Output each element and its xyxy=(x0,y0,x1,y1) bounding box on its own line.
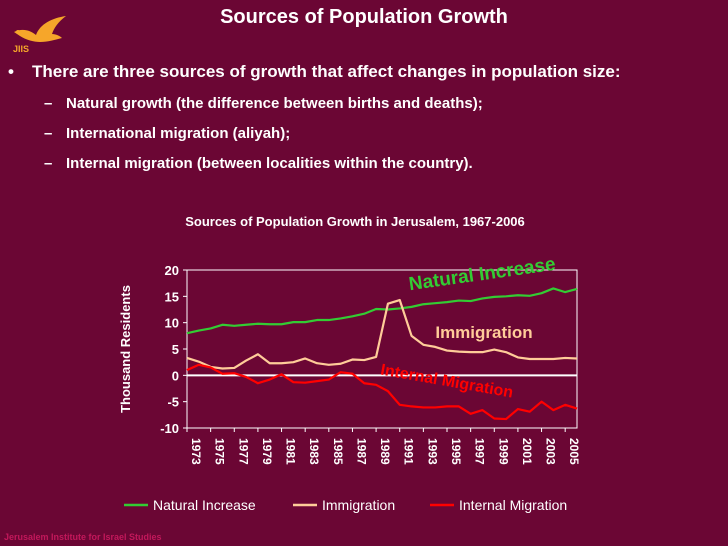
x-tick-label: 1977 xyxy=(236,438,250,465)
legend-label: Internal Migration xyxy=(459,497,567,513)
series-line-natural-increase xyxy=(186,287,578,335)
x-tick-label: 1993 xyxy=(425,438,439,465)
dash-icon: – xyxy=(44,95,53,112)
legend-label: Natural Increase xyxy=(153,497,256,513)
y-tick-label: 5 xyxy=(172,342,179,357)
y-tick-label: 10 xyxy=(165,316,179,331)
y-tick-label: 15 xyxy=(165,289,179,304)
sub-bullet-1: – Natural growth (the difference between… xyxy=(8,94,713,114)
x-tick-label: 1983 xyxy=(307,438,321,465)
main-bullet: • There are three sources of growth that… xyxy=(8,60,713,84)
y-tick-label: 20 xyxy=(165,263,179,278)
legend-label: Immigration xyxy=(322,497,395,513)
chart-title: Sources of Population Growth in Jerusale… xyxy=(185,214,525,229)
x-tick-label: 1999 xyxy=(496,438,510,465)
sub-bullet-text-2: International migration (aliyah); xyxy=(66,125,291,142)
dash-icon: – xyxy=(44,125,53,142)
annotation-internal-migration: Internal Migration xyxy=(379,362,514,402)
logo-text: JIIS xyxy=(13,44,30,54)
x-tick-label: 2001 xyxy=(520,438,534,465)
main-bullet-text: There are three sources of growth that a… xyxy=(32,62,621,81)
dash-icon: – xyxy=(44,155,53,172)
plot-area xyxy=(186,269,578,429)
y-tick-label: -10 xyxy=(160,421,179,436)
bullet-list: • There are three sources of growth that… xyxy=(8,60,713,174)
sub-bullet-3: – Internal migration (between localities… xyxy=(8,154,713,174)
y-axis-label: Thousand Residents xyxy=(118,285,133,413)
x-tick-label: 2005 xyxy=(567,438,581,465)
x-tick-label: 1987 xyxy=(354,438,368,465)
x-tick-label: 1981 xyxy=(284,438,298,465)
annotation-immigration: Immigration xyxy=(435,323,532,342)
x-tick-label: 1995 xyxy=(449,438,463,465)
dove-logo-icon xyxy=(14,16,66,42)
x-tick-label: 1997 xyxy=(473,438,487,465)
series-line-immigration xyxy=(186,298,578,370)
x-tick-label: 1985 xyxy=(331,438,345,465)
y-tick-label: 0 xyxy=(172,368,179,383)
sub-bullet-2: – International migration (aliyah); xyxy=(8,124,713,144)
annotation-natural-increase: Natural Increase xyxy=(408,254,557,295)
sub-bullet-text-3: Internal migration (between localities w… xyxy=(66,155,473,172)
footer-text: Jerusalem Institute for Israel Studies xyxy=(4,532,162,542)
y-tick-label: -5 xyxy=(167,395,179,410)
x-tick-label: 1979 xyxy=(260,438,274,465)
sub-bullet-text-1: Natural growth (the difference between b… xyxy=(66,95,483,112)
x-tick-label: 1989 xyxy=(378,438,392,465)
x-tick-label: 2003 xyxy=(544,438,558,465)
x-tick-label: 1973 xyxy=(189,438,203,465)
bullet-dot-icon: • xyxy=(8,62,14,81)
x-tick-label: 1975 xyxy=(213,438,227,465)
slide-title: Sources of Population Growth xyxy=(220,6,508,28)
series-line-internal-migration xyxy=(186,363,578,421)
x-tick-label: 1991 xyxy=(402,438,416,465)
